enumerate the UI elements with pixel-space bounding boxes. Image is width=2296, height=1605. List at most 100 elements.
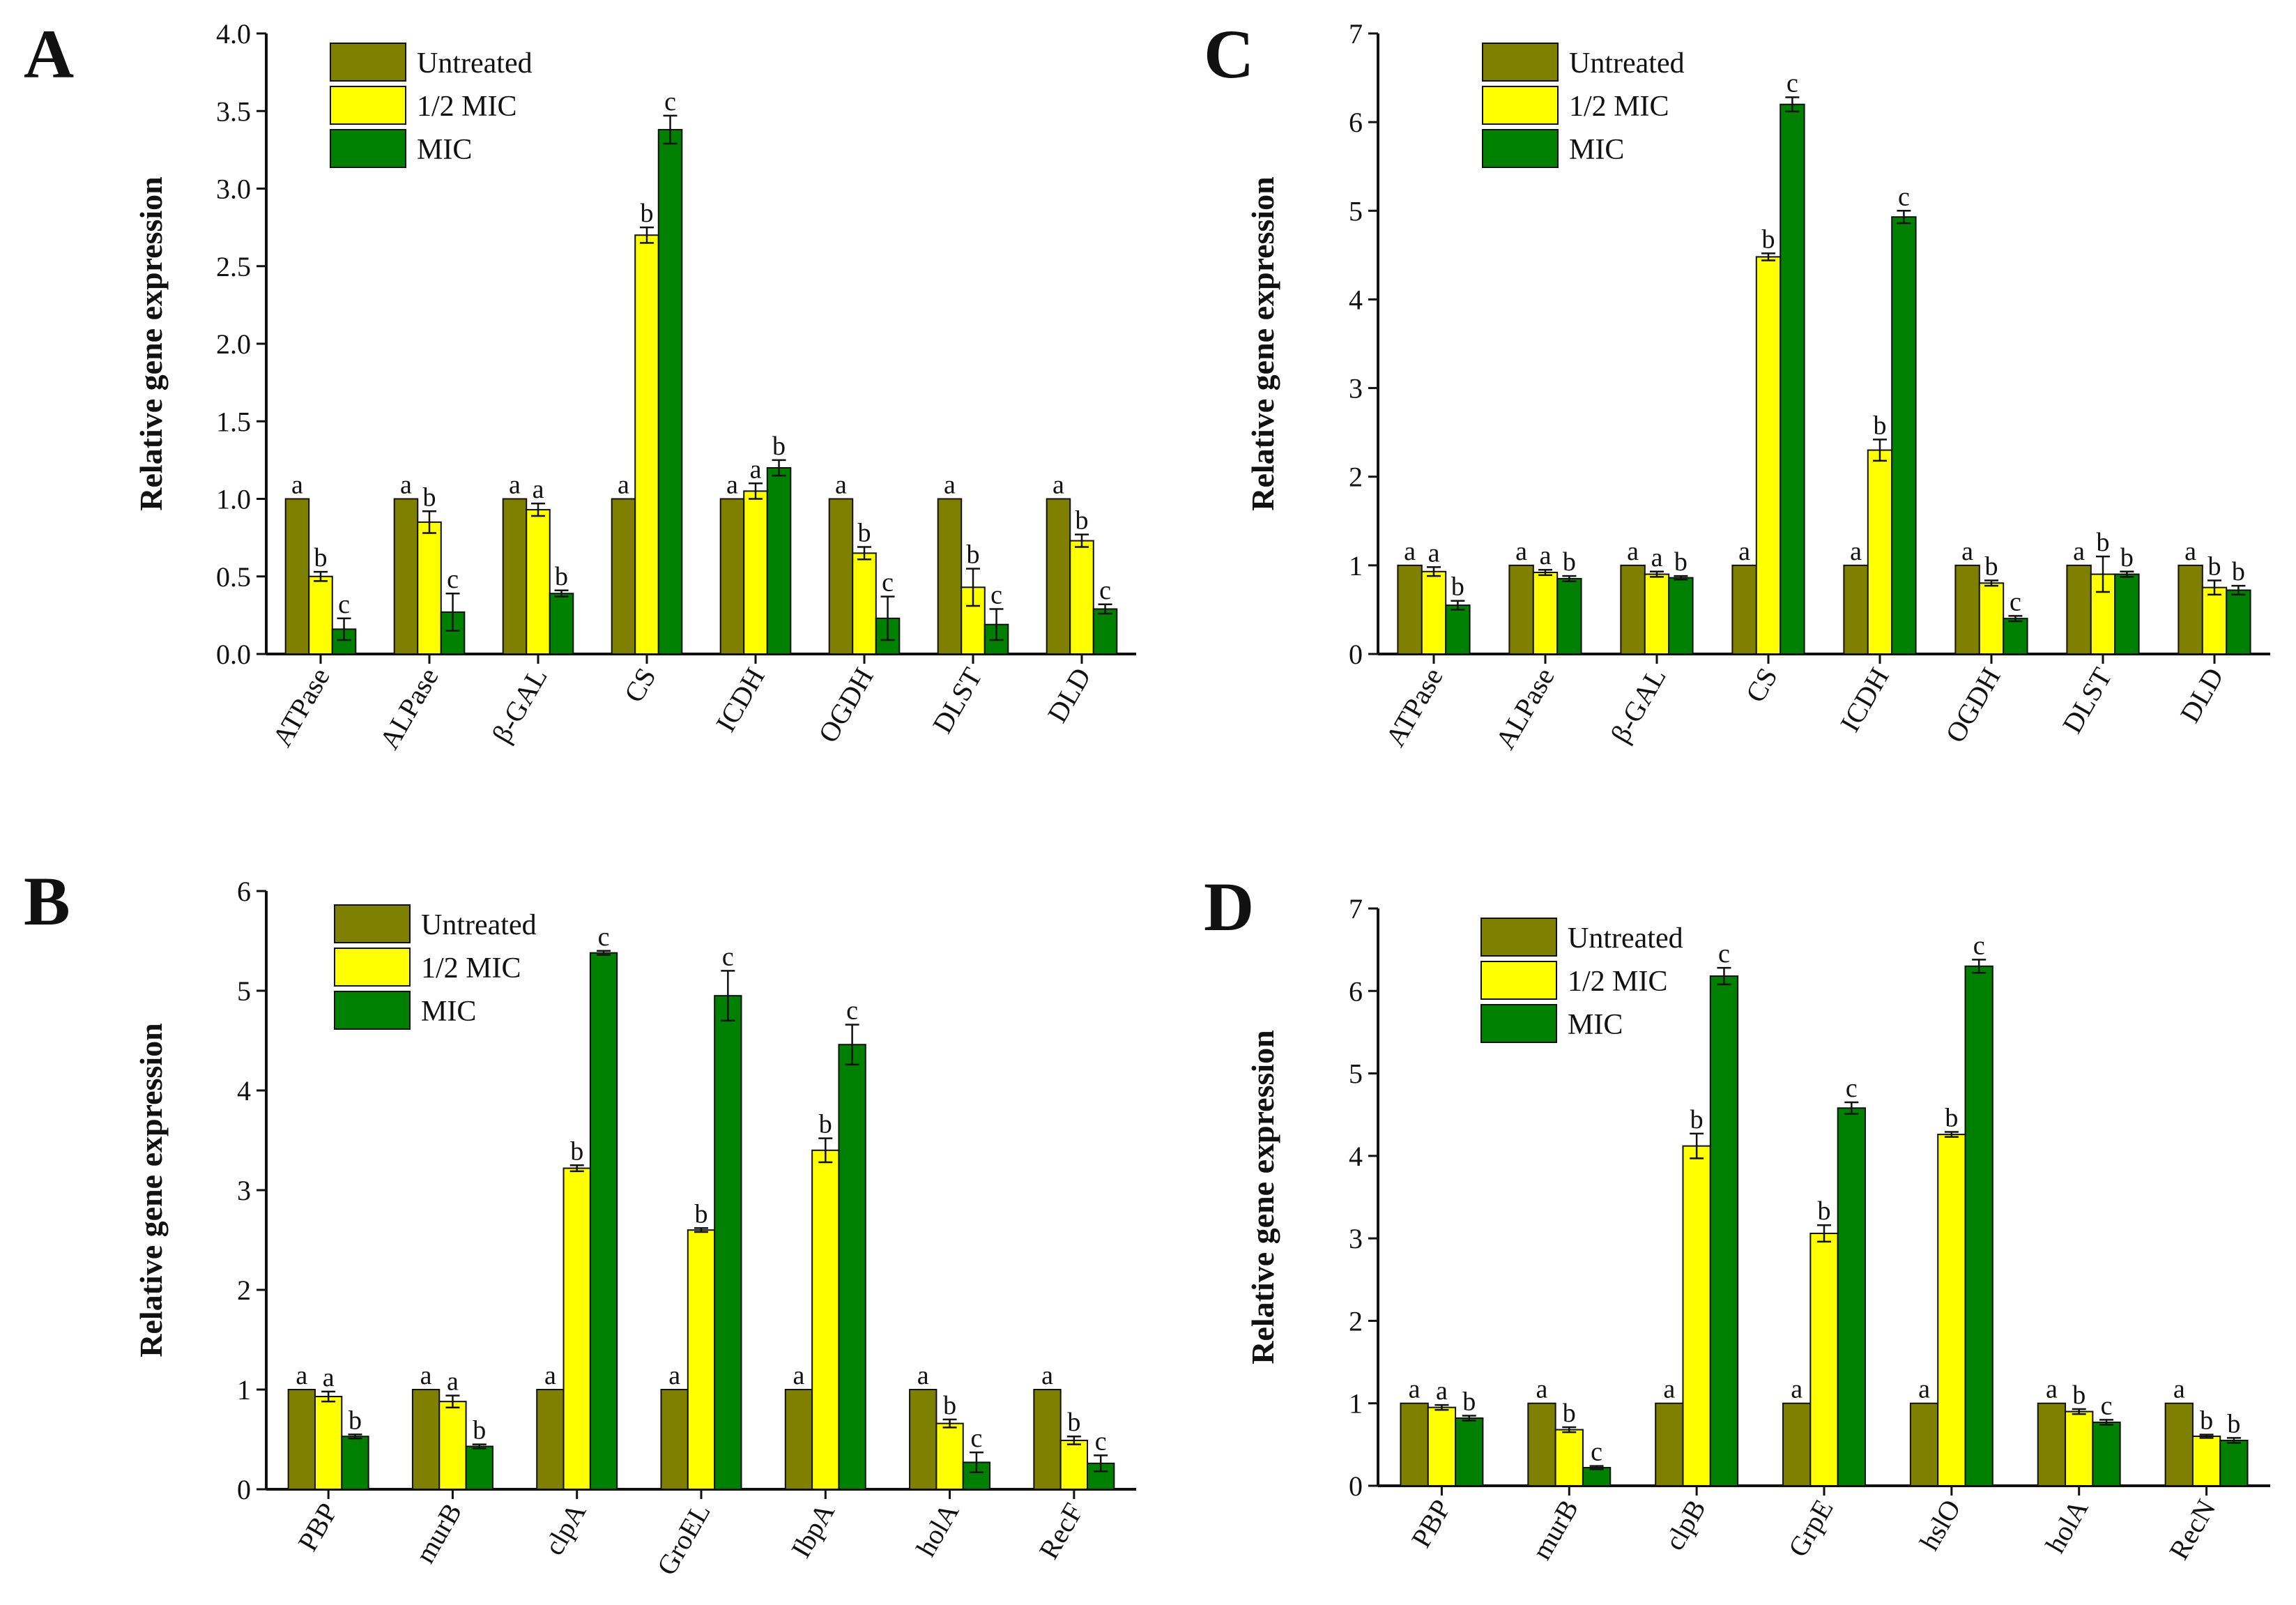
x-tick-label-hola: holA: [2039, 1494, 2095, 1558]
significance-letter: a: [1791, 1375, 1803, 1404]
significance-letter: c: [1973, 931, 1985, 960]
significance-letter: b: [1076, 506, 1089, 535]
legend-label-mic: MIC: [417, 134, 472, 166]
significance-letter: b: [819, 1110, 832, 1139]
y-tick-label: 6: [1349, 107, 1363, 138]
x-tick-label-dlst: DLST: [2056, 662, 2118, 738]
bar-hslo-1-2-mic: [1937, 1134, 1966, 1486]
significance-letter: c: [1099, 576, 1111, 605]
significance-letter: a: [1404, 537, 1416, 566]
bar-hola-untreated: [909, 1389, 937, 1490]
bar-ogdh-untreated: [1954, 564, 1980, 655]
bar-murb-mic: [465, 1445, 493, 1491]
y-axis-title: Relative gene expression: [133, 176, 169, 511]
significance-letter: c: [990, 580, 1002, 609]
y-tick-label: 3: [237, 1175, 251, 1206]
legend-label-1-2-mic: 1/2 MIC: [417, 91, 517, 123]
bar-cs-1-2-mic: [634, 234, 659, 655]
panel-letter-c: C: [1204, 15, 1255, 93]
x-tick-label-dld: DLD: [2174, 662, 2230, 728]
bar-clpb-mic: [1709, 975, 1739, 1487]
bar-groel-mic: [714, 995, 742, 1490]
bar-atpase-1-2-mic: [308, 575, 333, 655]
x-tick-label-recf: RecF: [1032, 1498, 1089, 1565]
significance-letter: b: [641, 199, 654, 228]
significance-letter: b: [349, 1406, 362, 1435]
x-tick-label-pbp: PBP: [291, 1498, 344, 1556]
bar-alpase-1-2-mic: [417, 521, 442, 655]
y-tick-label: 3: [1349, 373, 1363, 404]
bar-icdh-untreated: [719, 498, 745, 655]
x-tick-label-hola: holA: [910, 1498, 965, 1562]
significance-letter: a: [1428, 538, 1440, 568]
panel-letter-b: B: [24, 862, 70, 940]
bar-hola-untreated: [2037, 1402, 2067, 1487]
x-tick-label-alpase: ALPase: [1490, 662, 1561, 754]
bar-alpase-mic: [1556, 577, 1582, 655]
bar-ogdh-1-2-mic: [1978, 582, 2005, 655]
legend-label-1-2-mic: 1/2 MIC: [1568, 966, 1668, 998]
y-tick-label: 6: [237, 876, 251, 907]
legend-label-mic: MIC: [1568, 1009, 1623, 1041]
y-tick-label: 0: [1349, 1470, 1363, 1502]
significance-letter: c: [1591, 1438, 1602, 1467]
significance-letter: a: [544, 1361, 556, 1390]
legend-swatch-1-2-mic: [334, 948, 411, 987]
panel-d: D 0 1 2 3 4 5 6 7 Relative gene expression PBP a a b…: [1148, 803, 2296, 1605]
bar-recn-mic: [2219, 1439, 2249, 1487]
x-tick-label-clpb: clpB: [1658, 1494, 1712, 1555]
y-tick-label: 1.5: [216, 406, 251, 437]
significance-letter: a: [1918, 1375, 1930, 1404]
significance-letter: b: [1985, 552, 1998, 581]
bar-hslo-mic: [1964, 965, 1993, 1487]
bar-dld-mic: [2226, 589, 2251, 655]
bar-recn-untreated: [2164, 1402, 2194, 1487]
significance-letter: a: [1409, 1375, 1421, 1404]
significance-letter: a: [420, 1361, 432, 1390]
bar-alpase-untreated: [1508, 564, 1534, 655]
bar-dlst-untreated: [937, 498, 963, 655]
bar-clpb-untreated: [1655, 1402, 1684, 1487]
significance-letter: a: [296, 1361, 307, 1390]
x-tick-label-cs: CS: [618, 662, 661, 708]
bar-hola-1-2-mic: [2065, 1410, 2094, 1486]
bar-gal-1-2-mic: [526, 509, 551, 655]
y-tick-label: 7: [1349, 893, 1363, 925]
panel-a: A 0.0 0.5 1.0 1.5 2.0 2.5 3.0 3.5 4.0 Relative ge…: [0, 0, 1148, 803]
y-tick-label: 5: [1349, 1058, 1363, 1090]
significance-letter: b: [2120, 543, 2134, 572]
significance-letter: b: [2072, 1380, 2085, 1410]
x-tick-label-atpase: ATPase: [1379, 662, 1449, 752]
bar-ibpa-mic: [838, 1044, 866, 1491]
y-axis-title: Relative gene expression: [1245, 176, 1280, 511]
significance-letter: a: [2046, 1375, 2058, 1404]
bar-atpase-mic: [1445, 604, 1471, 655]
bar-pbp-1-2-mic: [314, 1396, 343, 1491]
significance-letter: a: [944, 471, 956, 500]
x-tick-label-gal: β-GAL: [486, 662, 553, 748]
y-tick-label: 3: [1349, 1223, 1363, 1254]
x-tick-label-groel: GroEL: [650, 1498, 717, 1581]
significance-letter: a: [509, 471, 521, 500]
bar-icdh-1-2-mic: [1867, 449, 1893, 655]
bar-cs-untreated: [611, 498, 636, 655]
significance-letter: b: [2200, 1406, 2213, 1436]
bar-icdh-untreated: [1843, 564, 1869, 655]
significance-letter: c: [1898, 182, 1910, 211]
significance-letter: a: [533, 475, 544, 504]
bar-pbp-untreated: [287, 1389, 316, 1490]
significance-letter: c: [598, 922, 610, 952]
significance-letter: b: [2232, 557, 2245, 586]
bar-clpa-mic: [589, 952, 618, 1491]
legend-swatch-untreated: [1480, 918, 1557, 957]
significance-letter: b: [1762, 225, 1775, 254]
significance-letter: c: [338, 590, 350, 619]
bar-ibpa-untreated: [784, 1389, 813, 1490]
x-tick-label-icdh: ICDH: [1834, 662, 1895, 737]
legend-label-untreated: Untreated: [1568, 922, 1683, 954]
significance-letter: c: [447, 565, 459, 594]
x-tick-label-gal: β-GAL: [1605, 662, 1672, 748]
x-tick-label-dld: DLD: [1041, 662, 1097, 728]
bar-pbp-untreated: [1400, 1402, 1429, 1487]
significance-letter: a: [793, 1361, 805, 1390]
